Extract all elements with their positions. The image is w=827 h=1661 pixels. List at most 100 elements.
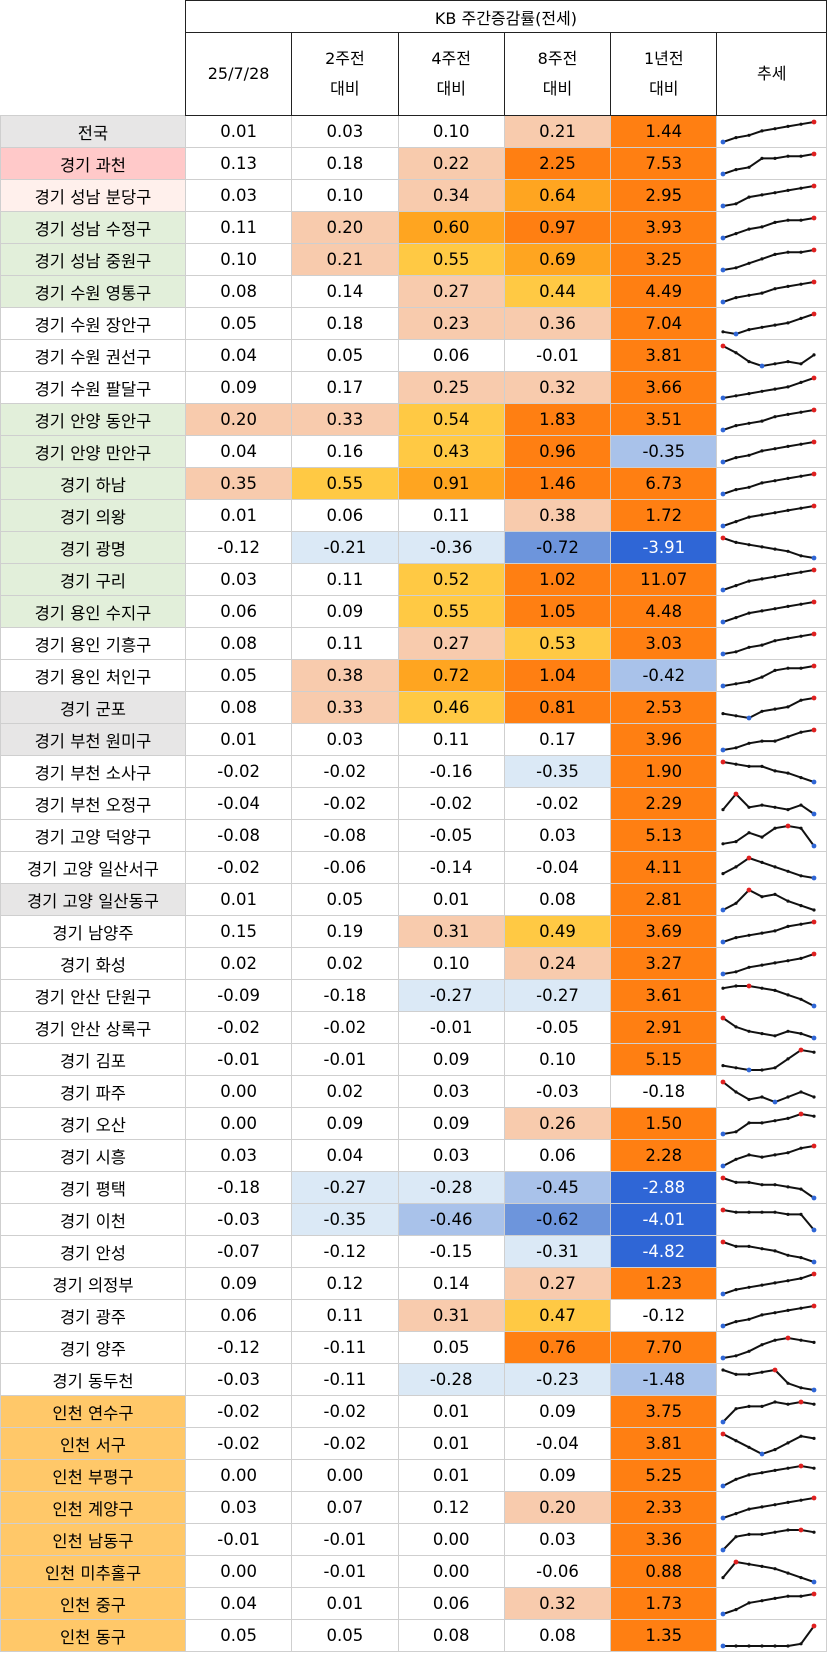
sparkline-point [799, 506, 804, 510]
value-cell: 0.06 [397, 1587, 505, 1620]
region-name: 경기 양주 [0, 1331, 186, 1364]
value-cell: -0.06 [503, 1555, 612, 1588]
trend-sparkline [721, 1399, 817, 1424]
sparkline-point [760, 192, 765, 196]
sparkline-min-point [721, 1515, 726, 1520]
trend-sparkline [721, 1495, 817, 1520]
sparkline-point [734, 1319, 739, 1323]
column-header-line1: 추세 [756, 64, 787, 83]
sparkline-point [760, 1404, 765, 1408]
sparkline-point [812, 1466, 817, 1470]
value-cell: 0.38 [503, 499, 612, 532]
sparkline-point [760, 1246, 765, 1250]
value-cell: 0.06 [291, 499, 399, 532]
value-cell: 2.29 [610, 787, 718, 820]
region-name: 경기 용인 수지구 [0, 595, 186, 628]
value-cell: 0.03 [184, 1139, 293, 1172]
sparkline-point [734, 983, 739, 988]
sparkline-point [786, 666, 791, 670]
sparkline-path [723, 1272, 815, 1295]
sparkline-point [786, 1278, 791, 1282]
sparkline-point [760, 1312, 765, 1316]
sparkline-point [799, 698, 804, 702]
sparkline-min-point [760, 1451, 765, 1456]
sparkline-point [773, 928, 778, 932]
value-cell: 0.01 [184, 499, 293, 532]
sparkline-point [786, 899, 791, 903]
sparkline-max-point [812, 663, 817, 668]
value-cell: 0.44 [503, 275, 612, 308]
value-cell: 0.09 [397, 1107, 505, 1140]
sparkline-point [786, 1402, 791, 1406]
sparkline-point [773, 1399, 778, 1404]
sparkline-point [760, 963, 765, 967]
value-cell: 0.35 [184, 467, 293, 500]
sparkline-point [786, 1594, 791, 1598]
value-cell: 0.13 [184, 147, 293, 180]
value-cell: 11.07 [610, 563, 718, 596]
sparkline-point [773, 707, 778, 711]
value-cell: 1.05 [503, 595, 612, 628]
trend-sparkline-cell [716, 499, 827, 532]
trend-sparkline-cell [716, 1011, 827, 1044]
sparkline-max-point [721, 1175, 726, 1180]
region-name: 경기 안산 상록구 [0, 1011, 186, 1044]
trend-sparkline-cell [716, 1427, 827, 1460]
sparkline-min-point [721, 235, 726, 240]
value-cell: 0.02 [184, 947, 293, 980]
sparkline-point [760, 709, 765, 713]
sparkline-max-point [812, 919, 817, 924]
table-row: 경기 안산 단원구 -0.09 -0.18 -0.27 -0.27 3.61 [0, 979, 827, 1012]
value-cell: 0.47 [503, 1299, 612, 1332]
region-name: 경기 동두천 [0, 1363, 186, 1396]
sparkline-path [723, 184, 815, 207]
value-cell: 0.23 [397, 307, 505, 340]
sparkline-path [722, 1144, 815, 1167]
sparkline-point [747, 485, 752, 489]
sparkline-point [786, 704, 791, 708]
sparkline-min-point [812, 1387, 817, 1392]
sparkline-path [722, 1016, 815, 1039]
value-cell: 0.03 [397, 1139, 505, 1172]
sparkline-point [734, 1406, 739, 1410]
value-cell: -0.03 [184, 1203, 293, 1236]
sparkline-point [747, 542, 752, 546]
trend-sparkline [721, 1527, 817, 1552]
value-cell: 3.69 [610, 915, 718, 948]
value-cell: 1.04 [503, 659, 612, 692]
value-cell: -0.02 [184, 1427, 293, 1460]
sparkline-path [722, 856, 815, 879]
region-name: 인천 부평구 [0, 1459, 186, 1492]
sparkline-min-point [721, 1163, 726, 1168]
sparkline-point [799, 316, 804, 320]
table-row: 경기 과천 0.13 0.18 0.22 2.25 7.53 [0, 147, 827, 180]
sparkline-path [722, 1464, 815, 1487]
sparkline-point [760, 835, 765, 839]
sparkline-point [786, 1381, 791, 1385]
sparkline-point [786, 992, 791, 996]
sparkline-min-point [721, 1131, 726, 1136]
sparkline-point [747, 1562, 752, 1566]
trend-sparkline [721, 695, 817, 720]
sparkline-point [747, 391, 752, 395]
sparkline-max-point [721, 1015, 726, 1020]
sparkline-point [734, 1511, 739, 1515]
value-cell: 0.09 [503, 1459, 612, 1492]
sparkline-min-point [812, 1195, 817, 1200]
region-name: 경기 부천 소사구 [0, 755, 186, 788]
value-cell: 0.25 [397, 371, 505, 404]
trend-sparkline-cell [716, 915, 827, 948]
sparkline-point [747, 741, 752, 745]
sparkline-min-point [812, 1003, 817, 1008]
sparkline-point [734, 393, 739, 397]
value-cell: -0.01 [291, 1043, 399, 1076]
sparkline-point [734, 519, 739, 523]
value-cell: -0.09 [184, 979, 293, 1012]
value-cell: 0.11 [184, 211, 293, 244]
value-cell: 0.11 [397, 499, 505, 532]
sparkline-point [812, 1402, 817, 1406]
column-header-line2: 대비 [542, 79, 573, 98]
value-cell: 0.21 [291, 243, 399, 276]
sparkline-point [747, 261, 752, 265]
sparkline-point [747, 1097, 752, 1101]
